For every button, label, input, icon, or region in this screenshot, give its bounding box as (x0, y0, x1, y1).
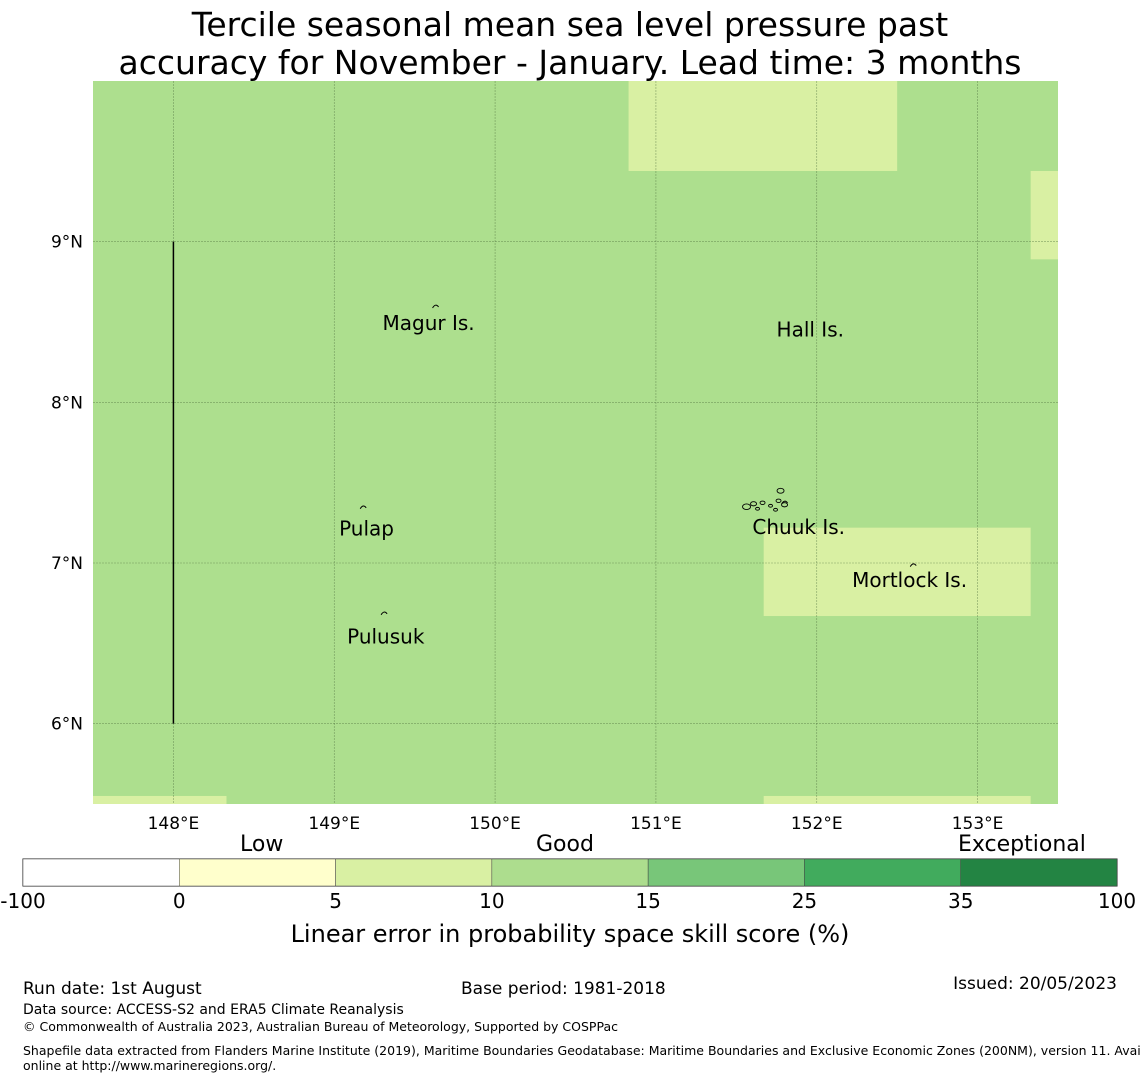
colorbar-section-good: Good (536, 832, 594, 857)
island-outline (775, 498, 782, 503)
lat-tick-label: 7°N (51, 554, 83, 574)
colorbar-tick-label: 5 (329, 889, 342, 913)
lon-tick-label: 148°E (148, 814, 200, 834)
island-outline (909, 563, 917, 567)
lon-tick-label: 152°E (791, 814, 843, 834)
island-outline (359, 505, 367, 510)
colorbar-section-exceptional: Exceptional (958, 832, 1086, 857)
colorbar-segment (335, 858, 493, 887)
island-outline (742, 503, 751, 511)
island-outline (759, 500, 766, 505)
lat-tick-label: 9°N (51, 233, 83, 253)
place-labels: Magur Is. Hall Is. Pulap Chuuk Is. Mortlock … (339, 304, 967, 648)
place-label: Magur Is. (383, 311, 475, 335)
latitude-tick-labels: 9°N 8°N 7°N 6°N (51, 233, 83, 735)
colorbar-segment (491, 858, 649, 887)
colorbar-tick-label: 0 (172, 889, 186, 913)
colorbar-label: Linear error in probability space skill … (290, 920, 850, 948)
colorbar-tick-label: -100 (0, 889, 46, 913)
lat-tick-label: 8°N (51, 393, 83, 413)
place-label: Hall Is. (777, 317, 844, 341)
place-label: Chuuk Is. (752, 515, 845, 539)
colorbar-segment (960, 858, 1118, 887)
run-date: Run date: 1st August (23, 979, 202, 999)
low-skill-cell (763, 527, 1031, 617)
shapefile-credit-line-1: Shapefile data extracted from Flanders M… (23, 1043, 1140, 1058)
title-line-2: accuracy for November - January. Lead ti… (118, 43, 1022, 82)
island-outline (773, 507, 778, 512)
colorbar-section-low: Low (240, 832, 284, 857)
colorbar-tick-label: 35 (947, 889, 974, 913)
colorbar-tick-label: 15 (635, 889, 661, 913)
colorbar-segment (179, 858, 336, 887)
island-outline (776, 487, 785, 494)
shapefile-credit-line-2: online at http://www.marineregions.org/. (23, 1058, 277, 1073)
place-label: Pulap (339, 517, 394, 541)
colorbar-segments (22, 858, 1118, 887)
colorbar-tick-label: 25 (791, 889, 818, 913)
low-skill-cell (628, 81, 898, 171)
island-outline (781, 502, 788, 508)
island-outline (750, 501, 757, 507)
island-outline (380, 611, 388, 616)
island-outline (768, 503, 773, 508)
colorbar-segment (804, 858, 961, 887)
lat-tick-label: 6°N (51, 715, 83, 735)
island-outline (432, 304, 439, 309)
chart-title: Tercile seasonal mean sea level pressure… (0, 6, 1140, 82)
skill-score-map: Magur Is. Hall Is. Pulap Chuuk Is. Mortlock … (22, 81, 1118, 887)
low-skill-cell (1030, 170, 1058, 260)
copyright: © Commonwealth of Australia 2023, Austra… (23, 1019, 618, 1034)
colorbar-tick-label: 10 (479, 889, 505, 913)
colorbar-tick-label: 100 (1097, 889, 1137, 913)
low-skill-cell (763, 795, 1031, 804)
base-period: Base period: 1981-2018 (461, 979, 666, 999)
lon-tick-label: 150°E (469, 814, 521, 834)
issued-date: Issued: 20/05/2023 (953, 974, 1117, 994)
place-label: Mortlock Is. (852, 568, 967, 592)
longitude-tick-labels: 148°E 149°E 150°E 151°E 152°E 153°E (148, 814, 1004, 834)
lon-tick-label: 149°E (308, 814, 360, 834)
lon-tick-label: 151°E (630, 814, 682, 834)
colorbar-segment (22, 858, 180, 887)
data-source: Data source: ACCESS-S2 and ERA5 Climate … (23, 1002, 404, 1018)
low-skill-cells (93, 81, 1058, 804)
map-background (93, 81, 1058, 804)
island-outline (755, 506, 760, 511)
title-line-1: Tercile seasonal mean sea level pressure… (191, 5, 949, 44)
colorbar-segment (647, 858, 805, 887)
low-skill-cell (93, 795, 227, 804)
place-label: Pulusuk (347, 624, 425, 648)
lon-tick-label: 153°E (952, 814, 1004, 834)
